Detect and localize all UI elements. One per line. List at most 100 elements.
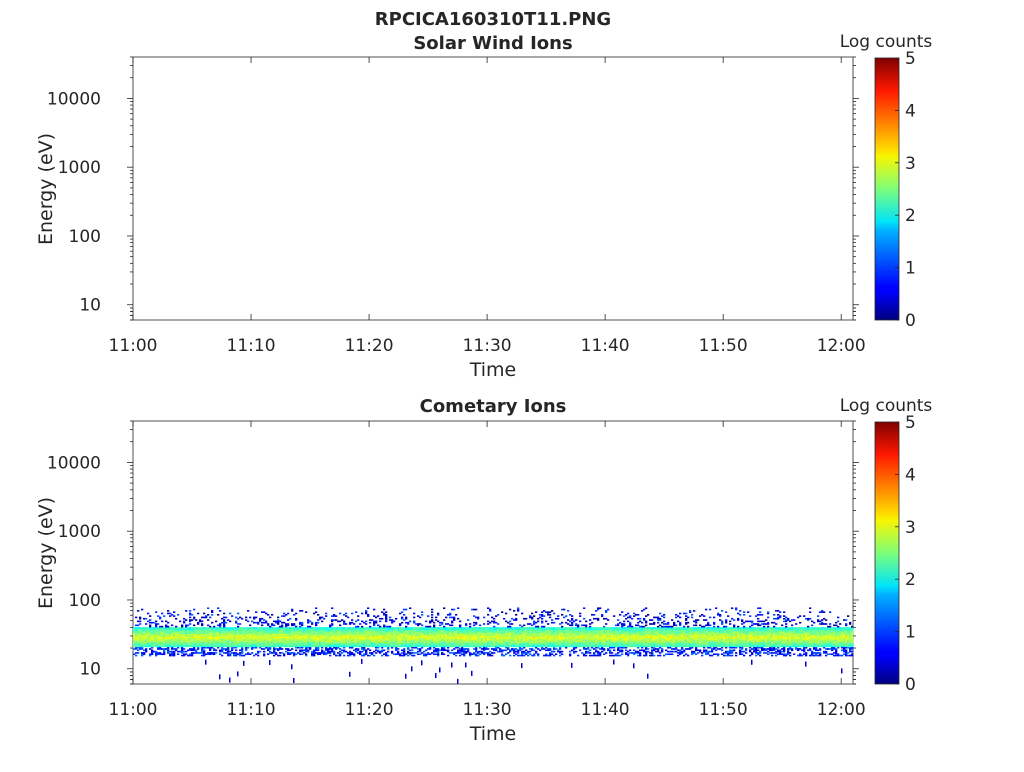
heatmap-cell [165,625,167,627]
heatmap-cell [187,625,189,627]
heatmap-cell [377,625,379,627]
heatmap-cell [341,627,343,629]
heatmap-cell [487,621,489,623]
heatmap-cell [223,652,225,654]
heatmap-cell [207,607,209,609]
heatmap-cell [259,651,261,653]
heatmap-cell [551,653,553,655]
heatmap-cell [547,627,549,629]
heatmap-cell [575,619,577,621]
heatmap-cell [189,627,191,629]
heatmap-cell [263,627,265,629]
heatmap-cell [503,618,505,620]
heatmap-cell [183,653,185,655]
heatmap-cell [431,652,433,654]
heatmap-cell [257,627,259,629]
heatmap-cell [359,627,361,629]
heatmap-cell [599,652,601,654]
heatmap-cell [219,623,221,625]
heatmap-cell [577,625,579,627]
heatmap-cell [275,627,277,629]
heatmap-cell [341,619,343,621]
heatmap-cell [523,625,525,627]
heatmap-cell [231,615,233,617]
heatmap-cell [435,648,437,650]
heatmap-cell [465,663,467,668]
heatmap-cell [361,655,363,657]
heatmap-cell [225,622,227,624]
heatmap-cell [263,619,265,621]
heatmap-cell [237,613,239,615]
heatmap-cell [493,621,495,623]
heatmap-cell [591,655,593,657]
heatmap-cell [481,648,483,650]
heatmap-cell [293,627,295,629]
heatmap-cell [419,617,421,619]
heatmap-cell [369,619,371,621]
heatmap-cell [155,651,157,653]
heatmap-cell [137,610,139,612]
heatmap-cell [439,649,441,651]
heatmap-cell [483,623,485,625]
heatmap-cell [237,671,239,676]
heatmap-cell [515,614,517,616]
heatmap-cell [205,660,207,665]
heatmap-cell [367,627,369,629]
heatmap-cell [189,623,191,625]
heatmap-cell [391,627,393,629]
heatmap-cell [215,652,217,654]
heatmap-cell [425,626,427,628]
heatmap-cell [153,622,155,624]
heatmap-cell [365,621,367,623]
heatmap-cell [493,648,495,650]
heatmap-cell [545,621,547,623]
heatmap-cell [469,626,471,628]
heatmap-cell [315,627,317,629]
heatmap-cell [473,622,475,624]
heatmap-cell [133,653,135,655]
heatmap-cell [293,678,295,683]
heatmap-cell [285,651,287,653]
heatmap-cell [397,651,399,653]
heatmap-cell [577,655,579,657]
heatmap-cell [219,610,221,612]
heatmap-cell [515,653,517,655]
heatmap-cell [333,614,335,616]
heatmap-cell [183,618,185,620]
heatmap-cell [413,655,415,657]
heatmap-cell [397,627,399,629]
y-tick-label: 10 [79,296,101,316]
heatmap-cell [405,609,407,611]
heatmap-cell [531,648,533,650]
heatmap-cell [191,619,193,621]
heatmap-cell [461,627,463,629]
heatmap-cell [339,627,341,629]
heatmap-cell [511,627,513,629]
heatmap-cell [269,617,271,619]
heatmap-cell [453,652,455,654]
heatmap-cell [319,617,321,619]
heatmap-cell [583,607,585,609]
heatmap-cell [541,618,543,620]
heatmap-cell [189,653,191,655]
heatmap-cell [293,623,295,625]
heatmap-cell [349,622,351,624]
heatmap-cell [379,626,381,628]
heatmap-cell [337,621,339,623]
heatmap-cell [317,652,319,654]
heatmap-cell [497,627,499,629]
heatmap-cell [533,627,535,629]
heatmap-cell [321,617,323,619]
heatmap-cell [329,655,331,657]
heatmap-cell [581,625,583,627]
heatmap-cell [173,648,175,650]
heatmap-cell [237,653,239,655]
heatmap-cell [385,611,387,613]
heatmap-cell [351,627,353,629]
x-tick-label: 11:50 [699,336,748,356]
heatmap-cell [557,618,559,620]
heatmap-cell [599,648,601,650]
heatmap-cell [353,653,355,655]
heatmap-cell [135,655,137,657]
heatmap-cell [187,655,189,657]
